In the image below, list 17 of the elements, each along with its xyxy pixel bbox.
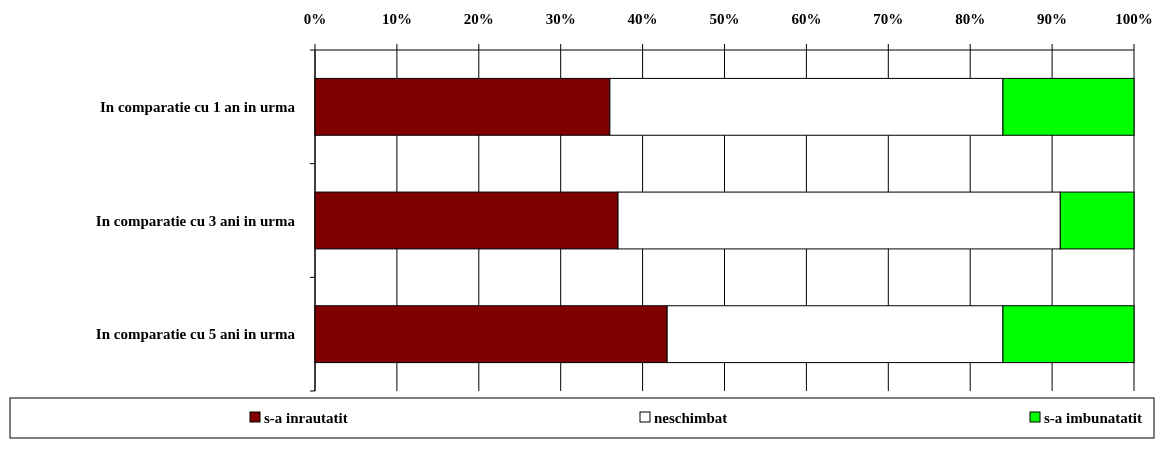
x-tick-label: 20% xyxy=(463,11,494,27)
y-tick-label: In comparatie cu 3 ani in urma xyxy=(95,212,296,229)
x-tick-label: 40% xyxy=(627,11,658,27)
x-tick-label: 60% xyxy=(791,11,822,27)
x-tick-label: 70% xyxy=(873,11,904,27)
x-tick-label: 30% xyxy=(545,11,576,27)
x-tick-label: 50% xyxy=(709,11,740,27)
legend-label: s-a inrautatit xyxy=(264,410,348,427)
x-tick-label: 100% xyxy=(1115,11,1153,27)
x-tick-label: 90% xyxy=(1037,11,1068,27)
x-tick-label: 80% xyxy=(955,11,986,27)
legend-label: s-a imbunatatit xyxy=(1044,410,1142,427)
x-tick-label: 0% xyxy=(303,11,327,27)
y-tick-label: In comparatie cu 1 an in urma xyxy=(100,99,296,116)
legend-label: neschimbat xyxy=(654,410,728,427)
y-tick-label: In comparatie cu 5 ani in urma xyxy=(95,326,296,343)
x-tick-label: 10% xyxy=(381,11,412,27)
